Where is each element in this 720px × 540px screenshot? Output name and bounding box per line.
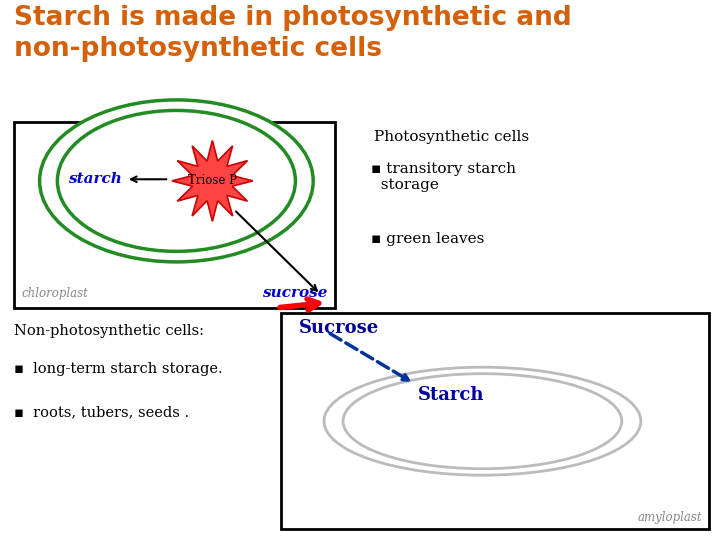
- Text: sucrose: sucrose: [262, 286, 328, 300]
- Text: ▪ green leaves: ▪ green leaves: [371, 232, 484, 246]
- Ellipse shape: [40, 100, 313, 262]
- Ellipse shape: [343, 374, 622, 469]
- Text: chloroplast: chloroplast: [22, 287, 89, 300]
- Ellipse shape: [324, 367, 641, 475]
- Text: Triose P: Triose P: [188, 174, 237, 187]
- Bar: [281, 313, 709, 529]
- Polygon shape: [172, 140, 253, 221]
- Text: amyloplast: amyloplast: [637, 511, 702, 524]
- Ellipse shape: [58, 110, 295, 252]
- Text: starch: starch: [68, 172, 122, 186]
- Text: Starch is made in photosynthetic and
non-photosynthetic cells: Starch is made in photosynthetic and non…: [14, 5, 572, 63]
- Text: Sucrose: Sucrose: [299, 319, 379, 336]
- Text: Photosynthetic cells: Photosynthetic cells: [374, 130, 529, 144]
- Text: ▪  roots, tubers, seeds .: ▪ roots, tubers, seeds .: [14, 405, 189, 419]
- Text: ▪  long-term starch storage.: ▪ long-term starch storage.: [14, 362, 223, 376]
- Text: ▪ transitory starch
  storage: ▪ transitory starch storage: [371, 162, 516, 192]
- Text: Starch: Starch: [418, 386, 484, 404]
- Bar: [14, 122, 335, 308]
- Text: Non-photosynthetic cells:: Non-photosynthetic cells:: [14, 324, 204, 338]
